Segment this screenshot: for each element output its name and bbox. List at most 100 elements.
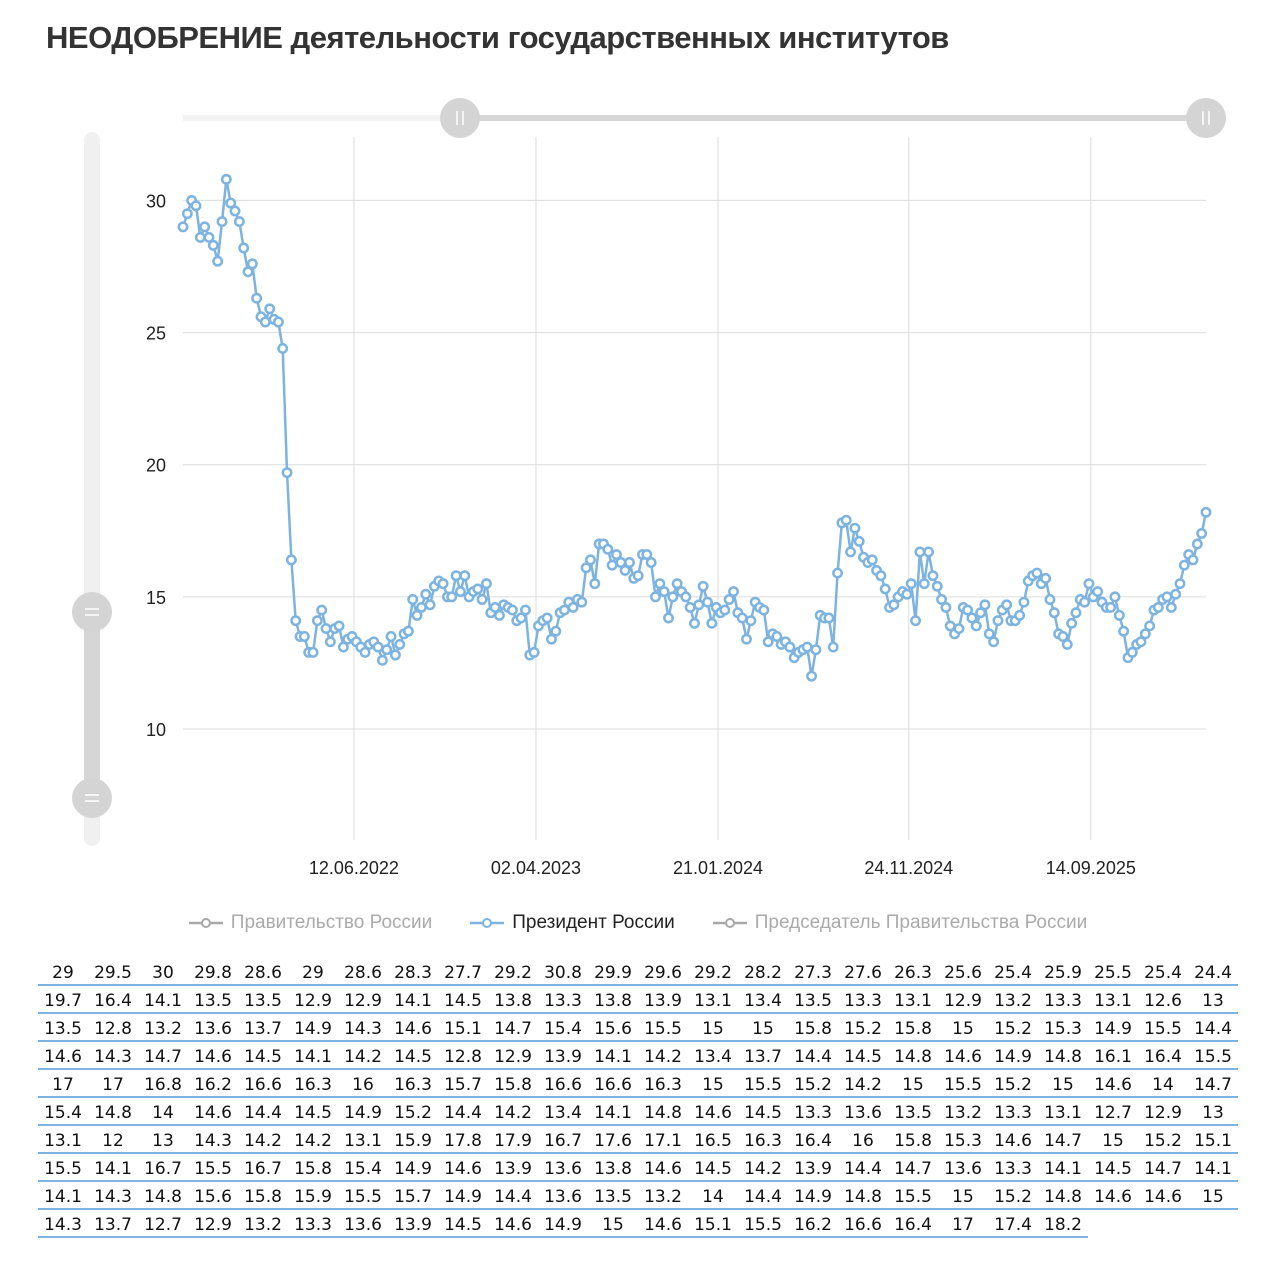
data-point[interactable] (784, 641, 796, 653)
data-point[interactable] (1191, 538, 1203, 550)
data-point[interactable] (918, 578, 930, 590)
data-point[interactable] (528, 646, 540, 658)
data-point[interactable] (359, 646, 371, 658)
data-point[interactable] (1105, 601, 1117, 613)
data-point[interactable] (337, 641, 349, 653)
data-point[interactable] (1170, 588, 1182, 600)
data-point[interactable] (706, 617, 718, 629)
data-point[interactable] (970, 620, 982, 632)
x-range-handle-right[interactable] (1186, 98, 1226, 138)
data-point[interactable] (697, 580, 709, 592)
data-point[interactable] (480, 578, 492, 590)
data-point[interactable] (242, 266, 254, 278)
legend-item-government[interactable]: Правительство России (188, 912, 432, 934)
data-point[interactable] (515, 612, 527, 624)
data-point[interactable] (771, 631, 783, 642)
data-point[interactable] (658, 586, 670, 598)
data-point[interactable] (910, 615, 922, 627)
data-point[interactable] (667, 591, 679, 603)
data-point[interactable] (203, 231, 215, 243)
data-point[interactable] (372, 641, 384, 653)
data-point[interactable] (212, 255, 224, 267)
data-point[interactable] (1126, 646, 1138, 658)
data-point[interactable] (879, 583, 891, 595)
data-point[interactable] (1044, 594, 1056, 605)
data-point[interactable] (316, 604, 328, 616)
data-point[interactable] (654, 578, 666, 590)
data-point[interactable] (251, 292, 263, 304)
data-point[interactable] (264, 303, 276, 315)
data-point[interactable] (385, 631, 397, 642)
data-point[interactable] (437, 578, 449, 590)
data-point[interactable] (645, 557, 657, 568)
data-point[interactable] (923, 546, 935, 558)
data-point[interactable] (827, 641, 839, 653)
data-point[interactable] (546, 633, 557, 645)
legend-item-prime-minister[interactable]: Председатель Правительства России (712, 912, 1087, 934)
data-point[interactable] (689, 617, 700, 629)
data-point[interactable] (693, 599, 705, 611)
y-range-slider[interactable] (72, 132, 112, 846)
data-point[interactable] (962, 604, 974, 616)
data-point[interactable] (225, 197, 237, 209)
data-point[interactable] (680, 591, 692, 603)
data-point[interactable] (285, 554, 297, 566)
data-point[interactable] (992, 615, 1004, 627)
x-range-handle-left[interactable] (440, 98, 480, 138)
data-point[interactable] (1048, 607, 1060, 619)
data-point[interactable] (1018, 596, 1030, 608)
data-point[interactable] (320, 623, 332, 635)
data-point[interactable] (233, 216, 245, 228)
data-point[interactable] (1144, 620, 1156, 632)
data-point[interactable] (1066, 617, 1078, 629)
data-point[interactable] (663, 612, 674, 624)
data-point[interactable] (216, 216, 228, 228)
data-point[interactable] (988, 636, 1000, 648)
data-point[interactable] (181, 208, 193, 220)
data-point[interactable] (719, 604, 731, 616)
data-point[interactable] (849, 522, 861, 534)
data-point[interactable] (1014, 609, 1026, 621)
data-point[interactable] (979, 599, 991, 611)
data-point[interactable] (459, 570, 471, 582)
data-point[interactable] (576, 596, 588, 608)
data-point[interactable] (1040, 572, 1052, 584)
y-range-handle-bottom[interactable] (72, 778, 112, 818)
data-point[interactable] (333, 620, 345, 632)
data-point[interactable] (762, 636, 774, 648)
data-point[interactable] (272, 316, 284, 328)
data-point[interactable] (277, 342, 289, 354)
data-point[interactable] (381, 644, 393, 656)
data-point[interactable] (823, 612, 835, 624)
data-point[interactable] (1109, 591, 1121, 603)
data-point[interactable] (450, 570, 462, 582)
data-point[interactable] (411, 609, 423, 621)
data-point[interactable] (407, 594, 419, 605)
data-point[interactable] (1152, 601, 1164, 613)
data-point[interactable] (619, 564, 631, 576)
data-point[interactable] (953, 623, 965, 635)
data-point[interactable] (888, 599, 900, 611)
data-point[interactable] (415, 601, 427, 613)
x-range-slider[interactable] (183, 98, 1226, 138)
data-point[interactable] (1092, 586, 1104, 598)
data-point[interactable] (580, 562, 592, 574)
data-point[interactable] (927, 570, 939, 582)
data-point[interactable] (983, 628, 995, 640)
data-point[interactable] (493, 609, 505, 621)
data-point[interactable] (723, 594, 735, 605)
data-point[interactable] (519, 604, 531, 616)
data-point[interactable] (1083, 578, 1095, 590)
data-point[interactable] (1200, 506, 1212, 518)
data-point[interactable] (866, 554, 878, 566)
data-point[interactable] (611, 549, 622, 561)
data-point[interactable] (324, 636, 336, 648)
data-point[interactable] (307, 646, 319, 658)
data-point[interactable] (424, 599, 436, 611)
data-point[interactable] (1161, 591, 1173, 603)
data-point[interactable] (1135, 636, 1147, 648)
data-point[interactable] (1031, 567, 1043, 579)
data-point[interactable] (745, 615, 757, 627)
data-point[interactable] (389, 649, 401, 661)
data-point[interactable] (420, 588, 432, 600)
